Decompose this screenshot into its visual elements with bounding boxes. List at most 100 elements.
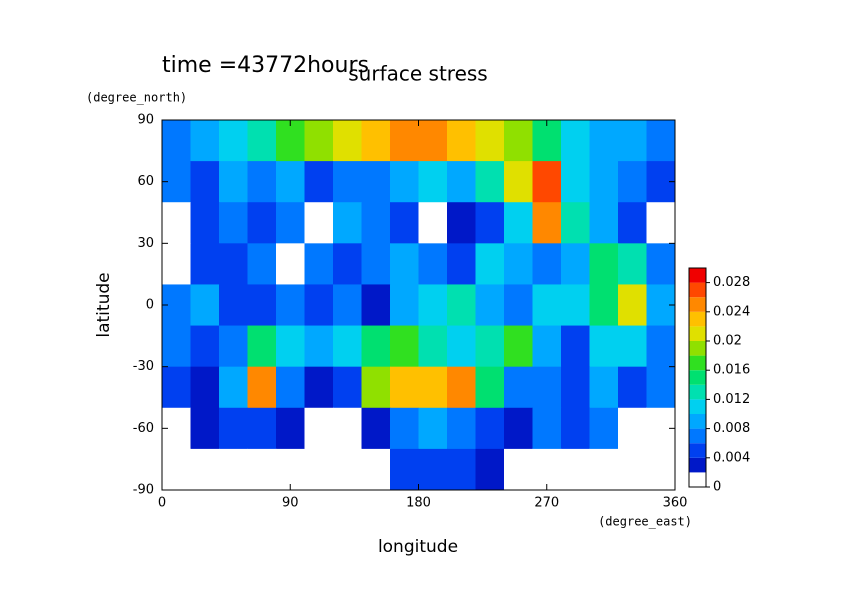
contour-cell	[219, 325, 248, 368]
contour-cell	[390, 407, 419, 450]
contour-cell	[390, 366, 419, 409]
contour-cell	[618, 120, 647, 162]
colorbar-segment	[689, 457, 706, 473]
contour-cell	[475, 325, 505, 368]
contour-cell	[475, 202, 505, 244]
contour-cell	[276, 407, 305, 450]
contour-field	[162, 120, 676, 491]
contour-cell	[219, 161, 248, 203]
contour-cell	[418, 448, 448, 491]
contour-cell	[304, 366, 334, 409]
contour-cell	[561, 161, 590, 203]
contour-cell	[532, 407, 562, 450]
contour-cell	[618, 366, 647, 409]
contour-cell	[304, 161, 334, 203]
contour-cell	[276, 366, 305, 409]
contour-cell	[276, 325, 305, 368]
contour-cell	[190, 243, 220, 285]
contour-cell	[447, 366, 476, 409]
contour-cell	[333, 407, 362, 450]
contour-cell	[504, 366, 533, 409]
colorbar-segment	[689, 297, 706, 312]
contour-cell	[190, 120, 220, 162]
colorbar-tick-label: 0.012	[713, 392, 750, 407]
contour-cell	[190, 325, 220, 368]
contour-cell	[475, 366, 505, 409]
colorbar-tick-label: 0.008	[713, 421, 750, 436]
contour-cell	[618, 448, 647, 491]
contour-cell	[361, 161, 391, 203]
colorbar-segment	[689, 414, 706, 429]
contour-cell	[475, 448, 505, 491]
contour-cell	[247, 448, 277, 491]
contour-cell	[247, 243, 277, 285]
chart-title: surface stress	[348, 62, 487, 86]
colorbar-segment	[689, 472, 706, 487]
contour-cell	[304, 407, 334, 450]
contour-cell	[247, 407, 277, 450]
contour-cell	[532, 325, 562, 368]
colorbar-frame	[688, 267, 707, 488]
x-axis-label: longitude	[378, 537, 458, 557]
contour-cell	[390, 448, 419, 491]
contour-cell	[418, 202, 448, 244]
contour-cell	[447, 243, 476, 285]
contour-cell	[447, 284, 476, 327]
contour-cell	[589, 202, 619, 244]
contour-cell	[504, 243, 533, 285]
contour-cell	[618, 202, 647, 244]
contour-cell	[219, 448, 248, 491]
contour-cell	[190, 161, 220, 203]
colorbar-segment	[689, 341, 706, 356]
contour-cell	[532, 366, 562, 409]
contour-cell	[276, 448, 305, 491]
contour-cell	[532, 284, 562, 327]
contour-cell	[504, 202, 533, 244]
contour-cell	[589, 325, 619, 368]
contour-cell	[304, 448, 334, 491]
contour-cell	[361, 325, 391, 368]
contour-cell	[333, 202, 362, 244]
contour-cell	[162, 243, 191, 285]
contour-cell	[561, 120, 590, 162]
contour-cell	[447, 407, 476, 450]
contour-cell	[333, 243, 362, 285]
contour-cell	[190, 202, 220, 244]
contour-cell	[504, 325, 533, 368]
colorbar-tick-label: 0	[713, 480, 721, 495]
contour-cell	[247, 284, 277, 327]
contour-cell	[219, 284, 248, 327]
colorbar-segment	[689, 282, 706, 298]
contour-cell	[618, 161, 647, 203]
contour-cell	[589, 366, 619, 409]
contour-cell	[219, 202, 248, 244]
contour-cell	[247, 120, 277, 162]
contour-cell	[532, 243, 562, 285]
x-units: (degree_east)	[598, 515, 692, 529]
contour-cell	[361, 407, 391, 450]
contour-cell	[361, 202, 391, 244]
contour-cell	[475, 243, 505, 285]
colorbar-segment	[689, 443, 706, 458]
contour-cell	[447, 325, 476, 368]
contour-cell	[219, 366, 248, 409]
contour-cell	[504, 407, 533, 450]
contour-cell	[190, 366, 220, 409]
contour-cell	[247, 161, 277, 203]
contour-cell	[390, 161, 419, 203]
contour-cell	[447, 120, 476, 162]
x-tick-label: 90	[282, 496, 299, 511]
contour-cell	[333, 284, 362, 327]
contour-cell	[561, 202, 590, 244]
contour-cell	[304, 284, 334, 327]
contour-cell	[276, 243, 305, 285]
contour-cell	[219, 407, 248, 450]
contour-cell	[304, 202, 334, 244]
contour-cell	[162, 202, 191, 244]
contour-cell	[418, 325, 448, 368]
contour-cell	[646, 243, 676, 285]
y-tick-label: 90	[137, 113, 154, 128]
colorbar-segment	[689, 384, 706, 400]
colorbar-segment	[689, 355, 706, 371]
contour-cell	[561, 366, 590, 409]
